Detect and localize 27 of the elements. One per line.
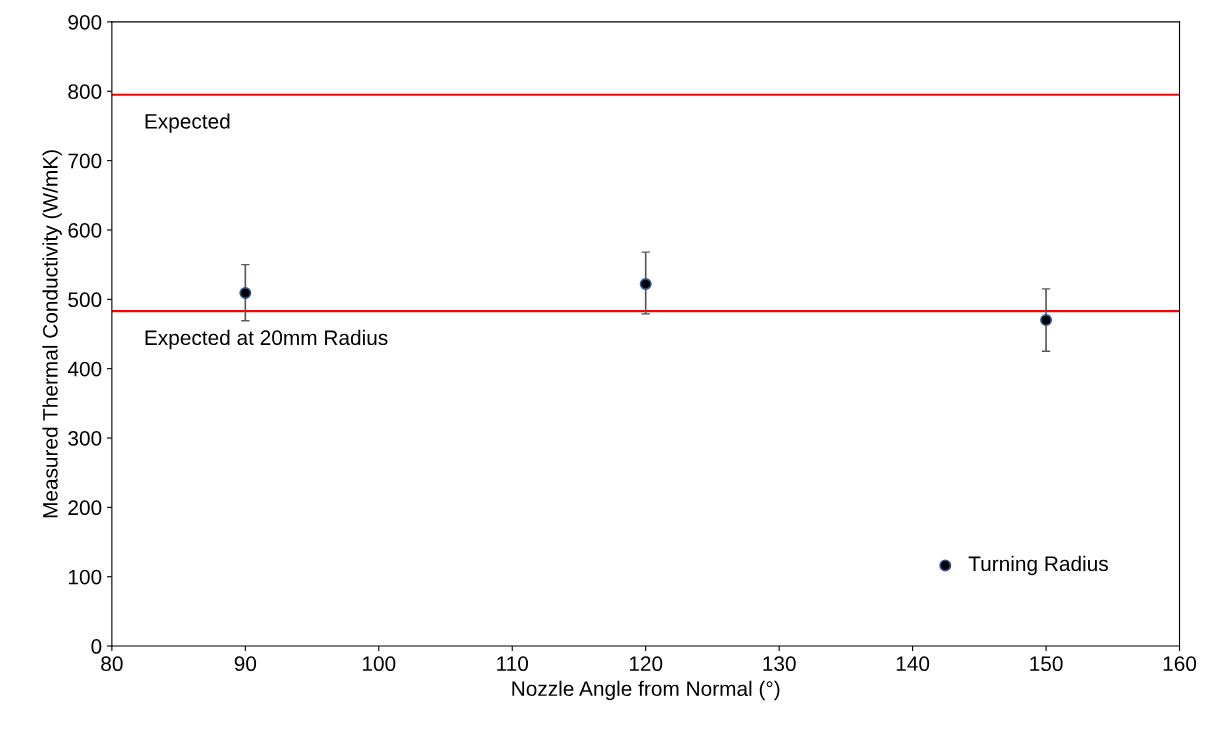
x-tick-label: 140 — [896, 656, 930, 672]
x-tick-label: 80 — [101, 656, 123, 672]
y-tick-label: 300 — [68, 431, 102, 446]
x-tick-label: 150 — [1030, 656, 1063, 672]
y-tick-label: 0 — [91, 639, 102, 654]
y-tick-label: 500 — [68, 292, 102, 308]
y-tick-label: 700 — [68, 153, 102, 169]
point — [1040, 314, 1053, 327]
x-tick-label: 100 — [362, 656, 396, 672]
y-axis-title: Measured Thermal Conductivity (W/mK) — [42, 150, 62, 518]
y-tick-label: 100 — [68, 569, 102, 585]
x-tick-label: 120 — [629, 656, 663, 672]
ref-line-label: Expected — [145, 113, 230, 133]
x-tick-label: 90 — [234, 656, 257, 672]
legend-label: Turning Radius — [968, 555, 1108, 576]
x-tick-label: 110 — [497, 656, 529, 672]
ref-line-label: Expected at 20mm Radius — [145, 329, 388, 350]
point — [239, 287, 252, 300]
y-tick-label: 600 — [68, 222, 102, 238]
y-tick-label: 400 — [67, 361, 102, 377]
x-tick-label: 160 — [1163, 656, 1197, 672]
y-tick-label: 200 — [68, 500, 102, 516]
x-axis-title: Nozzle Angle from Normal (°) — [512, 680, 780, 701]
x-tick-label: 130 — [763, 656, 796, 672]
point — [639, 278, 652, 291]
y-tick-label: 800 — [68, 84, 102, 99]
y-tick-label: 900 — [68, 14, 102, 30]
